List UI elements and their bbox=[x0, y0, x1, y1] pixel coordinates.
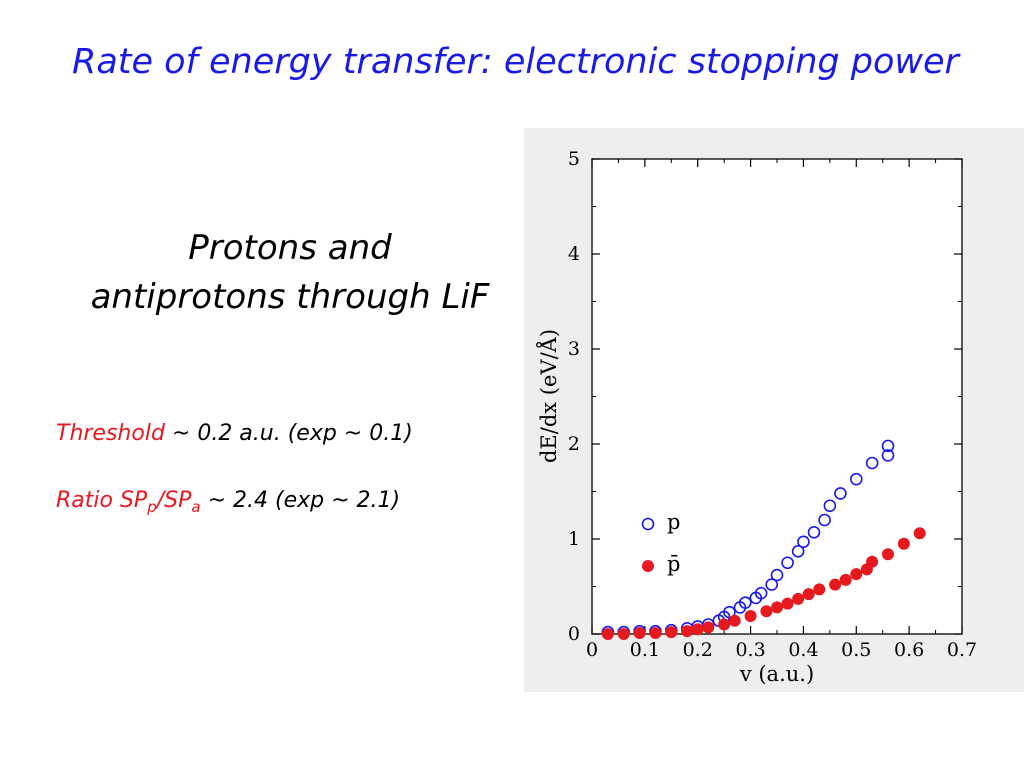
legend-label-pbar: p̄ bbox=[667, 552, 680, 576]
ratio-note: Ratio SPp/SPa ~ 2.4 (exp ~ 2.1) bbox=[56, 488, 401, 516]
proton-point-end bbox=[881, 439, 895, 453]
chart-legend: p p̄ bbox=[641, 510, 680, 576]
antiproton-point bbox=[617, 628, 630, 640]
y-tick-label: 3 bbox=[568, 338, 580, 360]
proton-point bbox=[834, 487, 847, 500]
antiproton-point bbox=[691, 623, 704, 636]
decorative-shapes bbox=[606, 170, 954, 540]
antiproton-point bbox=[771, 601, 783, 614]
slide-title: Rate of energy transfer: electronic stop… bbox=[72, 42, 959, 82]
ratio-sub-p: p bbox=[147, 498, 157, 516]
threshold-text: ~ 0.2 a.u. (exp ~ 0.1) bbox=[164, 421, 413, 446]
subtitle-line-2: antiprotons through LiF bbox=[90, 277, 490, 317]
x-axis-title: v (a.u.) bbox=[739, 662, 814, 686]
antiproton-point bbox=[829, 578, 842, 591]
antiproton-point bbox=[802, 588, 815, 601]
antiproton-point bbox=[744, 609, 757, 622]
proton-point bbox=[723, 605, 736, 619]
y-tick-label: 1 bbox=[568, 528, 580, 550]
proton-point bbox=[738, 596, 752, 609]
legend-marker-p bbox=[641, 517, 655, 531]
antiproton-point bbox=[813, 583, 826, 596]
x-tick-label: 0.7 bbox=[947, 639, 977, 661]
proton-point bbox=[818, 513, 831, 527]
antiproton-point bbox=[649, 627, 662, 640]
proton-point bbox=[881, 449, 895, 462]
ratio-label: Ratio SP bbox=[56, 488, 148, 513]
decor-white-slash bbox=[712, 170, 954, 540]
proton-point bbox=[770, 568, 784, 582]
antiproton-point bbox=[601, 628, 614, 640]
antiproton-point bbox=[718, 618, 731, 631]
legend-label-p: p bbox=[667, 510, 680, 534]
antiproton-point bbox=[760, 605, 773, 618]
x-tick-label: 0 bbox=[586, 639, 598, 661]
antiproton-point bbox=[792, 592, 805, 605]
threshold-note: Threshold ~ 0.2 a.u. (exp ~ 0.1) bbox=[56, 421, 413, 446]
x-tick-label: 0.5 bbox=[841, 639, 871, 661]
x-tick-label: 0.1 bbox=[630, 639, 660, 661]
x-tick-label: 0.4 bbox=[788, 639, 818, 661]
x-tick-label: 0.6 bbox=[894, 639, 924, 661]
proton-point bbox=[791, 545, 805, 558]
proton-point bbox=[865, 456, 879, 470]
antiproton-point bbox=[702, 621, 715, 634]
antiproton-point bbox=[866, 555, 879, 568]
antiproton-point bbox=[839, 573, 852, 586]
antiproton-point bbox=[882, 548, 894, 561]
antiproton-point bbox=[781, 597, 794, 610]
chart-points bbox=[601, 439, 926, 640]
y-tick-label: 4 bbox=[568, 243, 580, 265]
proton-point bbox=[823, 499, 837, 513]
subtitle-line-1: Protons and bbox=[188, 228, 392, 268]
proton-point bbox=[765, 578, 779, 591]
antiproton-point bbox=[665, 626, 678, 639]
antiproton-point bbox=[897, 537, 910, 550]
y-axis-title: dE/dx (eV/Å) bbox=[536, 329, 561, 463]
chart-ticks: 0 0.1 0.2 0.3 0.4 0.5 0.6 0.7 0 1 2 3 4 5 bbox=[568, 148, 977, 661]
y-tick-label: 5 bbox=[568, 148, 580, 170]
x-tick-label: 0.3 bbox=[735, 639, 765, 661]
x-tick-label: 0.2 bbox=[683, 639, 713, 661]
ratio-slash: /SP bbox=[156, 488, 192, 513]
antiproton-point bbox=[633, 627, 646, 640]
antiproton-point bbox=[728, 614, 741, 627]
proton-point bbox=[797, 535, 810, 549]
y-tick-label: 2 bbox=[568, 433, 580, 455]
proton-point bbox=[849, 472, 863, 486]
stopping-power-chart: 0 0.1 0.2 0.3 0.4 0.5 0.6 0.7 0 1 2 3 4 5 p p̄ v (a.u… bbox=[536, 148, 977, 686]
legend-marker-pbar bbox=[642, 560, 654, 572]
slide-subtitle: Protons and antiprotons through LiF bbox=[40, 224, 540, 322]
y-tick-label: 0 bbox=[568, 623, 580, 645]
antiproton-point bbox=[681, 625, 694, 638]
decor-white-block bbox=[606, 172, 810, 390]
proton-point bbox=[781, 556, 794, 570]
proton-point bbox=[807, 526, 821, 539]
threshold-label: Threshold bbox=[56, 421, 165, 446]
ratio-text: ~ 2.4 (exp ~ 2.1) bbox=[200, 488, 401, 513]
ratio-sub-a: a bbox=[191, 498, 201, 516]
antiproton-point bbox=[850, 568, 863, 581]
antiproton-point bbox=[913, 527, 926, 540]
proton-point bbox=[754, 586, 768, 600]
chart-panel: 0 0.1 0.2 0.3 0.4 0.5 0.6 0.7 0 1 2 3 4 5 p p̄ v (a.u… bbox=[524, 128, 1024, 692]
